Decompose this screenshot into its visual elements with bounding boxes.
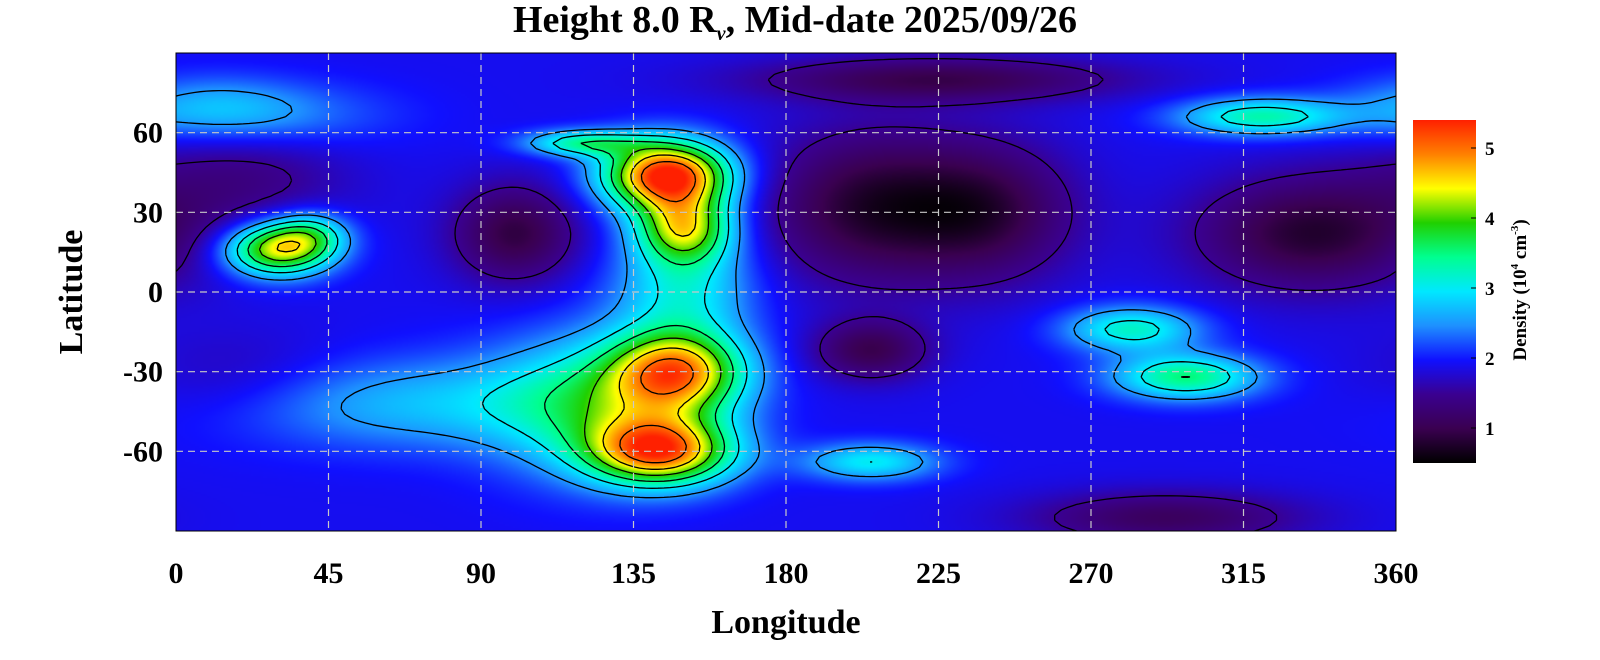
x-tick-label: 90 bbox=[466, 557, 496, 590]
x-tick-label: 45 bbox=[314, 557, 344, 590]
contour-level bbox=[619, 160, 697, 464]
colorbar-tick-label: 3 bbox=[1485, 279, 1495, 300]
title-prefix: Height 8.0 R bbox=[513, 0, 717, 41]
colorbar-ticks: 1 2 3 4 5 bbox=[1471, 139, 1495, 440]
y-tick-label: 0 bbox=[148, 276, 163, 309]
colorbar-label-sup1: 4 bbox=[1509, 263, 1521, 269]
x-tick-label: 0 bbox=[169, 557, 184, 590]
x-tick-label: 180 bbox=[764, 557, 809, 590]
y-tick-label: 30 bbox=[133, 196, 163, 229]
colorbar-label-suffix: ) bbox=[1510, 219, 1531, 225]
colorbar-tick-label: 1 bbox=[1485, 419, 1495, 440]
colorbar-tick-label: 2 bbox=[1485, 349, 1495, 370]
x-tick-label: 315 bbox=[1221, 557, 1266, 590]
colorbar-label: Density (104 cm-3) bbox=[1509, 219, 1531, 360]
grid-lines bbox=[176, 53, 1396, 531]
contour-level bbox=[247, 140, 1191, 483]
colorbar-tick-label: 4 bbox=[1485, 209, 1495, 230]
title-subscript: ν bbox=[717, 23, 727, 45]
contour-level bbox=[176, 89, 1396, 499]
chart-title: Height 8.0 Rν, Mid-date 2025/09/26 bbox=[513, 0, 1077, 45]
x-axis-label: Longitude bbox=[711, 604, 860, 641]
y-tick-label: 60 bbox=[133, 117, 163, 150]
y-tick-label: -30 bbox=[123, 356, 163, 389]
x-tick-label: 225 bbox=[916, 557, 961, 590]
colorbar-label-sup2: -3 bbox=[1509, 225, 1521, 235]
x-tick-label: 135 bbox=[611, 557, 656, 590]
contour-level bbox=[276, 154, 710, 470]
title-suffix: , Mid-date 2025/09/26 bbox=[726, 0, 1077, 41]
colorbar-label-middle: cm bbox=[1510, 235, 1531, 264]
contour-level bbox=[236, 106, 1309, 489]
x-tick-label: 360 bbox=[1374, 557, 1419, 590]
colorbar-tick-label: 5 bbox=[1485, 139, 1495, 160]
y-tick-label: -60 bbox=[123, 435, 163, 468]
colorbar-label-prefix: Density (10 bbox=[1510, 269, 1531, 360]
x-tick-label: 270 bbox=[1069, 557, 1114, 590]
contour-lines bbox=[176, 58, 1396, 531]
y-axis-ticks: 60 30 0 -30 -60 bbox=[123, 117, 163, 469]
contour-level bbox=[258, 147, 722, 476]
x-axis-ticks: 0 45 90 135 180 225 270 315 360 bbox=[169, 557, 1419, 590]
plot-frame bbox=[175, 52, 1397, 532]
colorbar-scale bbox=[1413, 120, 1476, 463]
y-axis-label: Latitude bbox=[53, 230, 90, 355]
plot-area bbox=[175, 52, 1397, 532]
